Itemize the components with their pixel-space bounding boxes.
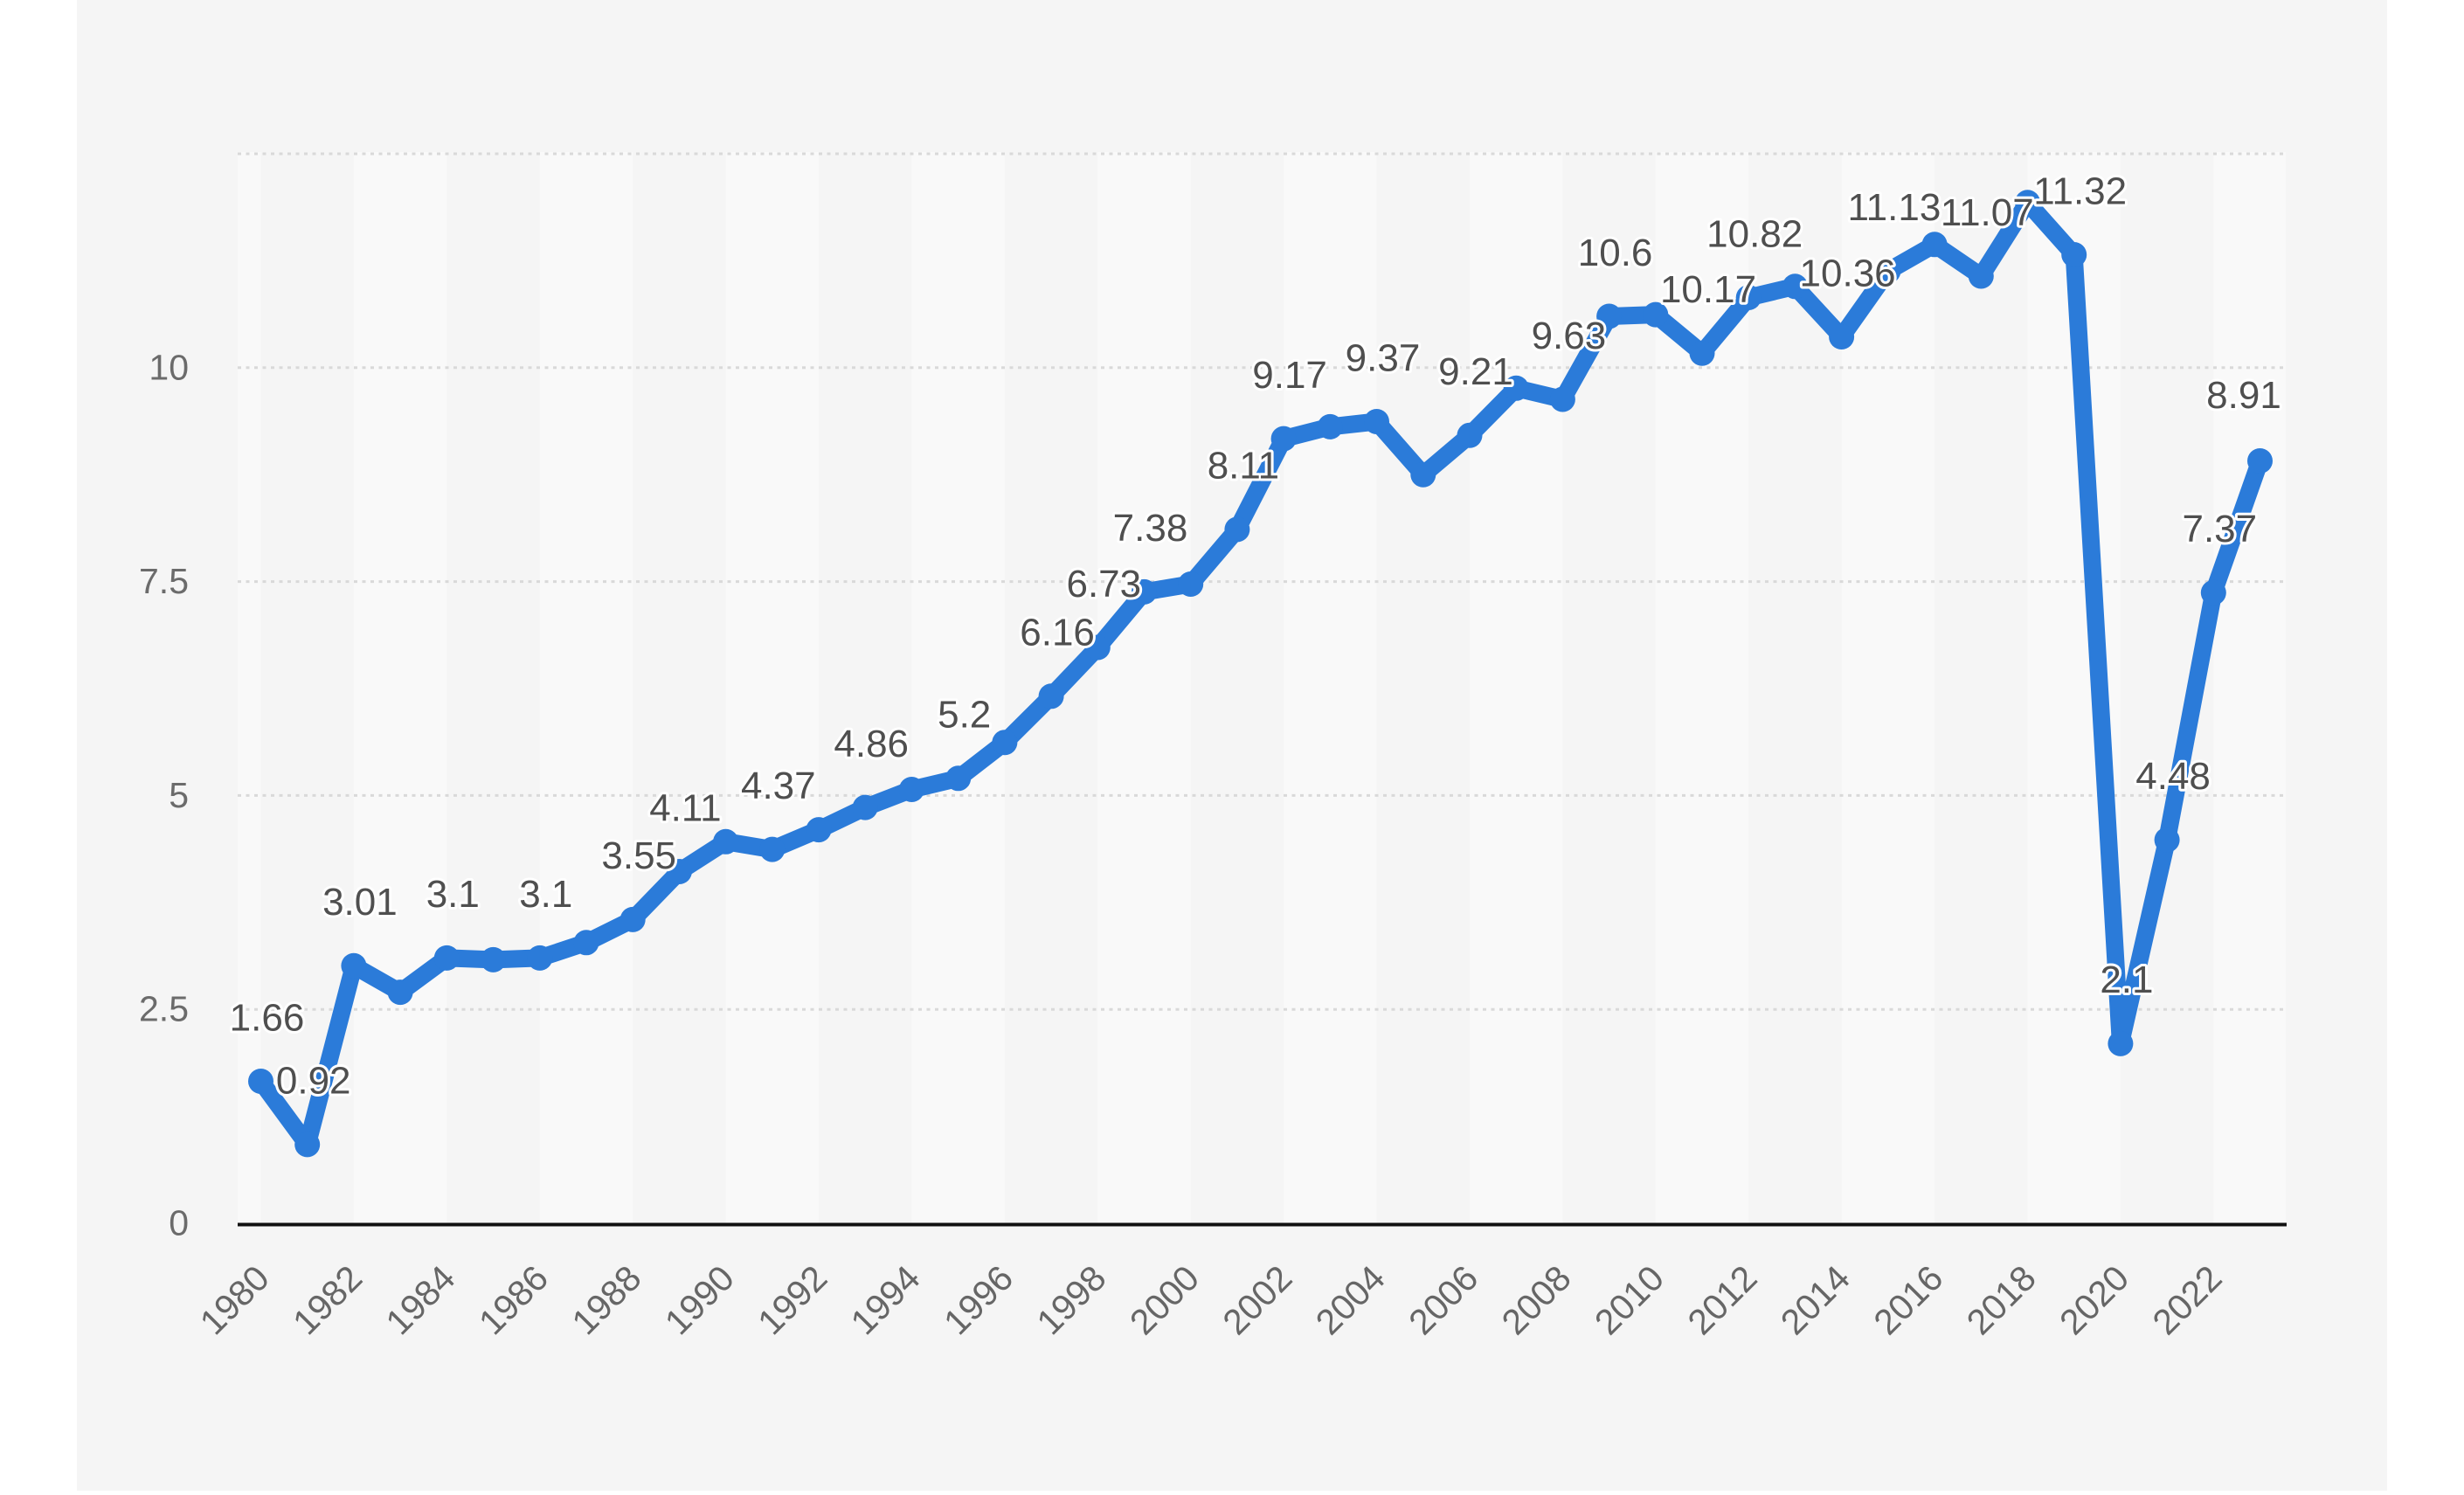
svg-text:10.36: 10.36 <box>1800 252 1896 294</box>
svg-text:7.5: 7.5 <box>139 561 189 601</box>
svg-text:10.17: 10.17 <box>1660 268 1756 311</box>
svg-text:6.16: 6.16 <box>1020 612 1095 654</box>
svg-text:10: 10 <box>149 347 189 387</box>
svg-text:7.37: 7.37 <box>2182 508 2257 550</box>
svg-text:3.1: 3.1 <box>519 873 572 916</box>
svg-text:0.92: 0.92 <box>276 1060 351 1103</box>
svg-text:11.13: 11.13 <box>1847 186 1941 229</box>
svg-text:10.6: 10.6 <box>1578 232 1653 274</box>
svg-text:7.38: 7.38 <box>1113 507 1188 550</box>
svg-text:4.37: 4.37 <box>741 765 816 807</box>
svg-text:1.66: 1.66 <box>230 996 305 1039</box>
svg-text:8.91: 8.91 <box>2206 374 2281 417</box>
svg-text:11.07: 11.07 <box>1941 191 2034 234</box>
svg-text:2.1: 2.1 <box>2100 959 2153 1001</box>
svg-text:3.55: 3.55 <box>601 834 676 877</box>
svg-text:6.73: 6.73 <box>1066 563 1141 606</box>
svg-text:5.2: 5.2 <box>938 694 991 737</box>
svg-text:9.37: 9.37 <box>1346 336 1421 379</box>
svg-text:9.21: 9.21 <box>1438 350 1513 393</box>
svg-text:9.17: 9.17 <box>1252 354 1327 397</box>
svg-text:4.86: 4.86 <box>834 723 909 765</box>
svg-text:2.5: 2.5 <box>139 989 189 1029</box>
svg-text:0: 0 <box>169 1203 189 1243</box>
svg-text:4.48: 4.48 <box>2135 755 2211 798</box>
svg-text:8.11: 8.11 <box>1208 445 1279 488</box>
svg-text:3.01: 3.01 <box>322 881 398 924</box>
svg-text:10.82: 10.82 <box>1706 212 1803 255</box>
svg-text:5: 5 <box>169 775 189 815</box>
svg-text:4.11: 4.11 <box>649 786 721 829</box>
svg-text:3.1: 3.1 <box>426 873 480 916</box>
svg-text:9.63: 9.63 <box>1532 315 1607 357</box>
svg-text:11.32: 11.32 <box>2033 170 2127 212</box>
